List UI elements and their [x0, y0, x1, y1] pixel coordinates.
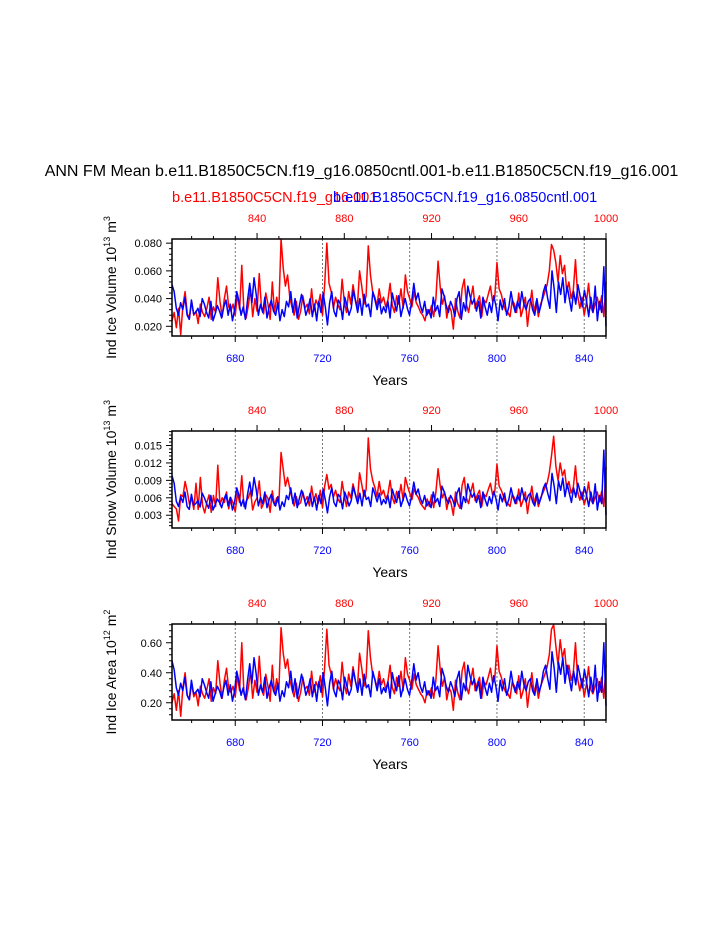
y-axis-title-exponent: 13: [102, 237, 112, 247]
y-tick-label: 0.060: [134, 266, 162, 278]
x-top-tick-label: 880: [335, 405, 353, 417]
x-top-tick-label: 880: [335, 598, 353, 610]
panel-2: 0.003 0.006 0.009 0.012 0.015 680 720 760 800 840…: [102, 400, 618, 580]
x-bottom-tick-label: 800: [488, 737, 506, 749]
x-bottom-tick-label: 680: [226, 353, 244, 365]
y-tick-label: 0.020: [134, 321, 162, 333]
y-axis-title-unit-exponent: 2: [102, 610, 112, 615]
y-tick-label: 0.015: [134, 441, 162, 453]
x-top-tick-label: 880: [335, 213, 353, 225]
y-axis-title-unit: m: [103, 405, 119, 417]
x-axis-title: Years: [372, 756, 407, 772]
y-tick-label: 0.006: [134, 493, 162, 505]
y-tick-label: 0.40: [141, 668, 162, 680]
panel-1: 0.020 0.040 0.060 0.080 680 720 760 800 840 840 88…: [102, 213, 618, 388]
y-axis-title-base: Ind Ice Volume 10: [103, 247, 119, 359]
y-axis-title: Ind Ice Area 1012 m2: [102, 610, 119, 735]
x-bottom-tick-label: 680: [226, 737, 244, 749]
x-bottom-tick-label: 840: [575, 737, 593, 749]
x-bottom-tick-label: 800: [488, 353, 506, 365]
y-axis-title: Ind Snow Volume 1013 m3: [102, 400, 119, 559]
plot-frame: [171, 430, 607, 529]
series-line-case1: [171, 435, 607, 522]
series-line-case2: [171, 449, 607, 516]
x-top-tick-label: 960: [510, 405, 528, 417]
x-bottom-tick-label: 720: [313, 545, 331, 557]
y-axis-title-exponent: 13: [102, 421, 112, 431]
y-tick-label: 0.60: [141, 638, 162, 650]
x-top-tick-label: 1000: [594, 598, 618, 610]
y-axis-title-unit-exponent: 3: [102, 400, 112, 405]
x-bottom-tick-label: 720: [313, 737, 331, 749]
x-axis-title: Years: [372, 372, 407, 388]
y-axis-title-exponent: 12: [102, 630, 112, 640]
y-axis-title: Ind Ice Volume 1013 m3: [102, 216, 119, 359]
plot-frame: [171, 623, 607, 721]
y-axis-title-unit: m: [103, 221, 119, 233]
x-bottom-tick-label: 760: [401, 737, 419, 749]
x-top-tick-label: 840: [248, 213, 266, 225]
figure-title-text: ANN FM Mean b.e11.B1850C5CN.f19_g16.0850…: [44, 163, 679, 180]
x-top-tick-label: 1000: [594, 213, 618, 225]
x-bottom-tick-label: 840: [575, 353, 593, 365]
y-tick-label: 0.003: [134, 510, 162, 522]
series-line-case2: [171, 642, 607, 707]
y-axis-title-base: Ind Ice Area 10: [103, 640, 119, 734]
x-top-tick-label: 920: [422, 213, 440, 225]
x-top-tick-label: 920: [422, 598, 440, 610]
x-top-tick-label: 840: [248, 598, 266, 610]
series-line-case1: [171, 624, 607, 717]
x-top-tick-label: 960: [510, 213, 528, 225]
x-bottom-tick-label: 680: [226, 545, 244, 557]
y-tick-label: 0.040: [134, 294, 162, 306]
y-axis-title-base: Ind Snow Volume 10: [103, 430, 119, 559]
y-tick-label: 0.20: [141, 698, 162, 710]
subtitle-case2: b.e11.B1850C5CN.f19_g16.0850cntl.001: [333, 190, 598, 206]
y-tick-label: 0.012: [134, 458, 162, 470]
series-line-case2: [171, 265, 607, 327]
y-axis-title-unit: m: [103, 615, 119, 627]
y-tick-label: 0.080: [134, 238, 162, 250]
y-tick-label: 0.009: [134, 475, 162, 487]
x-top-tick-label: 1000: [594, 405, 618, 417]
y-axis-title-unit-exponent: 3: [102, 216, 112, 221]
x-bottom-tick-label: 720: [313, 353, 331, 365]
x-top-tick-label: 920: [422, 405, 440, 417]
x-bottom-tick-label: 840: [575, 545, 593, 557]
x-top-tick-label: 840: [248, 405, 266, 417]
subtitle-case1: b.e11.B1850C5CN.f19_g16.001: [172, 190, 378, 206]
series-line-case1: [171, 238, 607, 336]
x-bottom-tick-label: 760: [401, 353, 419, 365]
x-bottom-tick-label: 800: [488, 545, 506, 557]
x-bottom-tick-label: 760: [401, 545, 419, 557]
panel-3: 0.20 0.40 0.60 680 720 760 800 840 840 880 920 960 1…: [102, 598, 618, 772]
figure-title: ANN FM Mean b.e11.B1850C5CN.f19_g16.0850…: [0, 160, 723, 186]
x-axis-title: Years: [372, 564, 407, 580]
x-top-tick-label: 960: [510, 598, 528, 610]
